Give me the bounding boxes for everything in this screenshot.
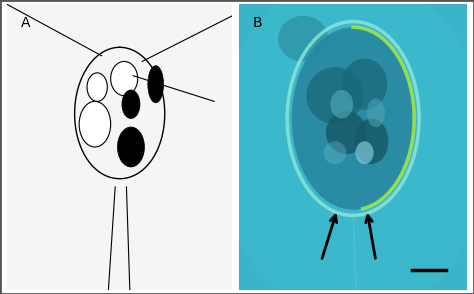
Ellipse shape <box>118 127 145 167</box>
Ellipse shape <box>148 66 164 103</box>
Ellipse shape <box>110 61 137 96</box>
Ellipse shape <box>307 67 364 124</box>
Text: B: B <box>253 16 263 30</box>
Ellipse shape <box>122 90 140 118</box>
Ellipse shape <box>356 141 374 164</box>
Ellipse shape <box>367 98 385 127</box>
Ellipse shape <box>217 0 474 294</box>
Text: A: A <box>21 16 30 30</box>
Ellipse shape <box>87 73 107 101</box>
Ellipse shape <box>354 118 388 164</box>
Ellipse shape <box>324 141 346 164</box>
Ellipse shape <box>342 59 387 110</box>
Ellipse shape <box>79 101 110 147</box>
Ellipse shape <box>330 90 353 118</box>
Ellipse shape <box>326 111 367 154</box>
Ellipse shape <box>292 27 415 210</box>
Ellipse shape <box>278 16 328 61</box>
